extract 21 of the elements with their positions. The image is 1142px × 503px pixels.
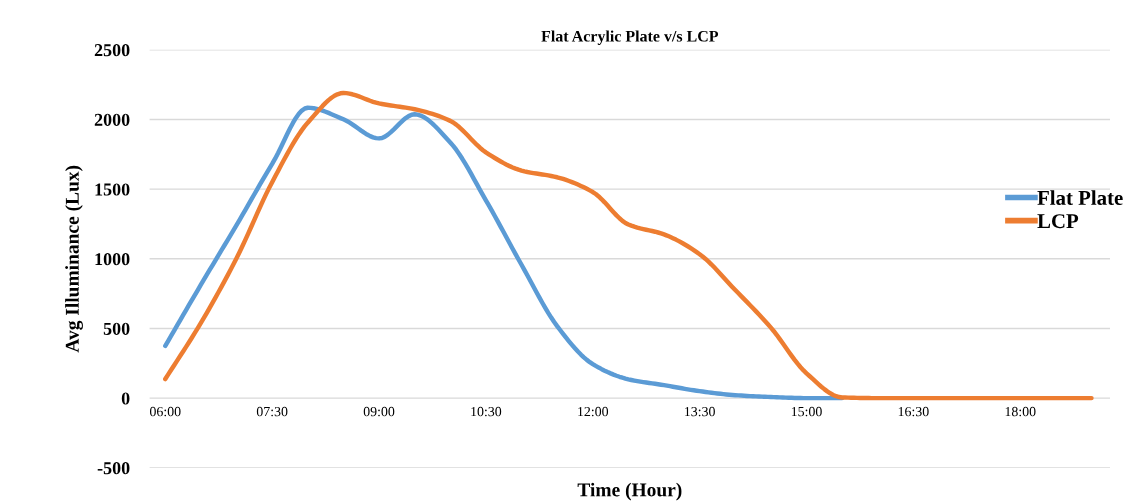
y-tick-label: 1000 <box>95 253 130 266</box>
x-axis-title: Time (Hour) <box>577 482 682 501</box>
legend-label: LCP <box>1037 214 1079 229</box>
x-tick-label: 15:00 <box>791 406 822 417</box>
legend-label: Flat Plate <box>1037 190 1123 205</box>
y-tick-label: 0 <box>121 392 130 405</box>
y-tick-label: 500 <box>103 322 130 335</box>
x-tick-label: 18:00 <box>1005 406 1036 417</box>
x-tick-label: 07:30 <box>256 406 288 417</box>
y-tick-label: 2500 <box>94 44 130 57</box>
y-tick-label: -500 <box>97 462 130 475</box>
x-tick-label: 12:00 <box>578 406 609 417</box>
x-tick-label: 06:00 <box>149 406 181 417</box>
y-tick-label: 1500 <box>95 183 130 196</box>
x-tick-label: 16:30 <box>898 406 929 417</box>
y-tick-label: 2000 <box>94 113 130 126</box>
y-axis-title: Avg Illuminance (Lux) <box>65 165 83 353</box>
x-tick-label: 13:30 <box>685 406 715 417</box>
x-tick-label: 09:00 <box>363 406 395 417</box>
x-tick-label: 10:30 <box>471 406 502 417</box>
chart-title: Flat Acrylic Plate v/s LCP <box>541 30 719 45</box>
